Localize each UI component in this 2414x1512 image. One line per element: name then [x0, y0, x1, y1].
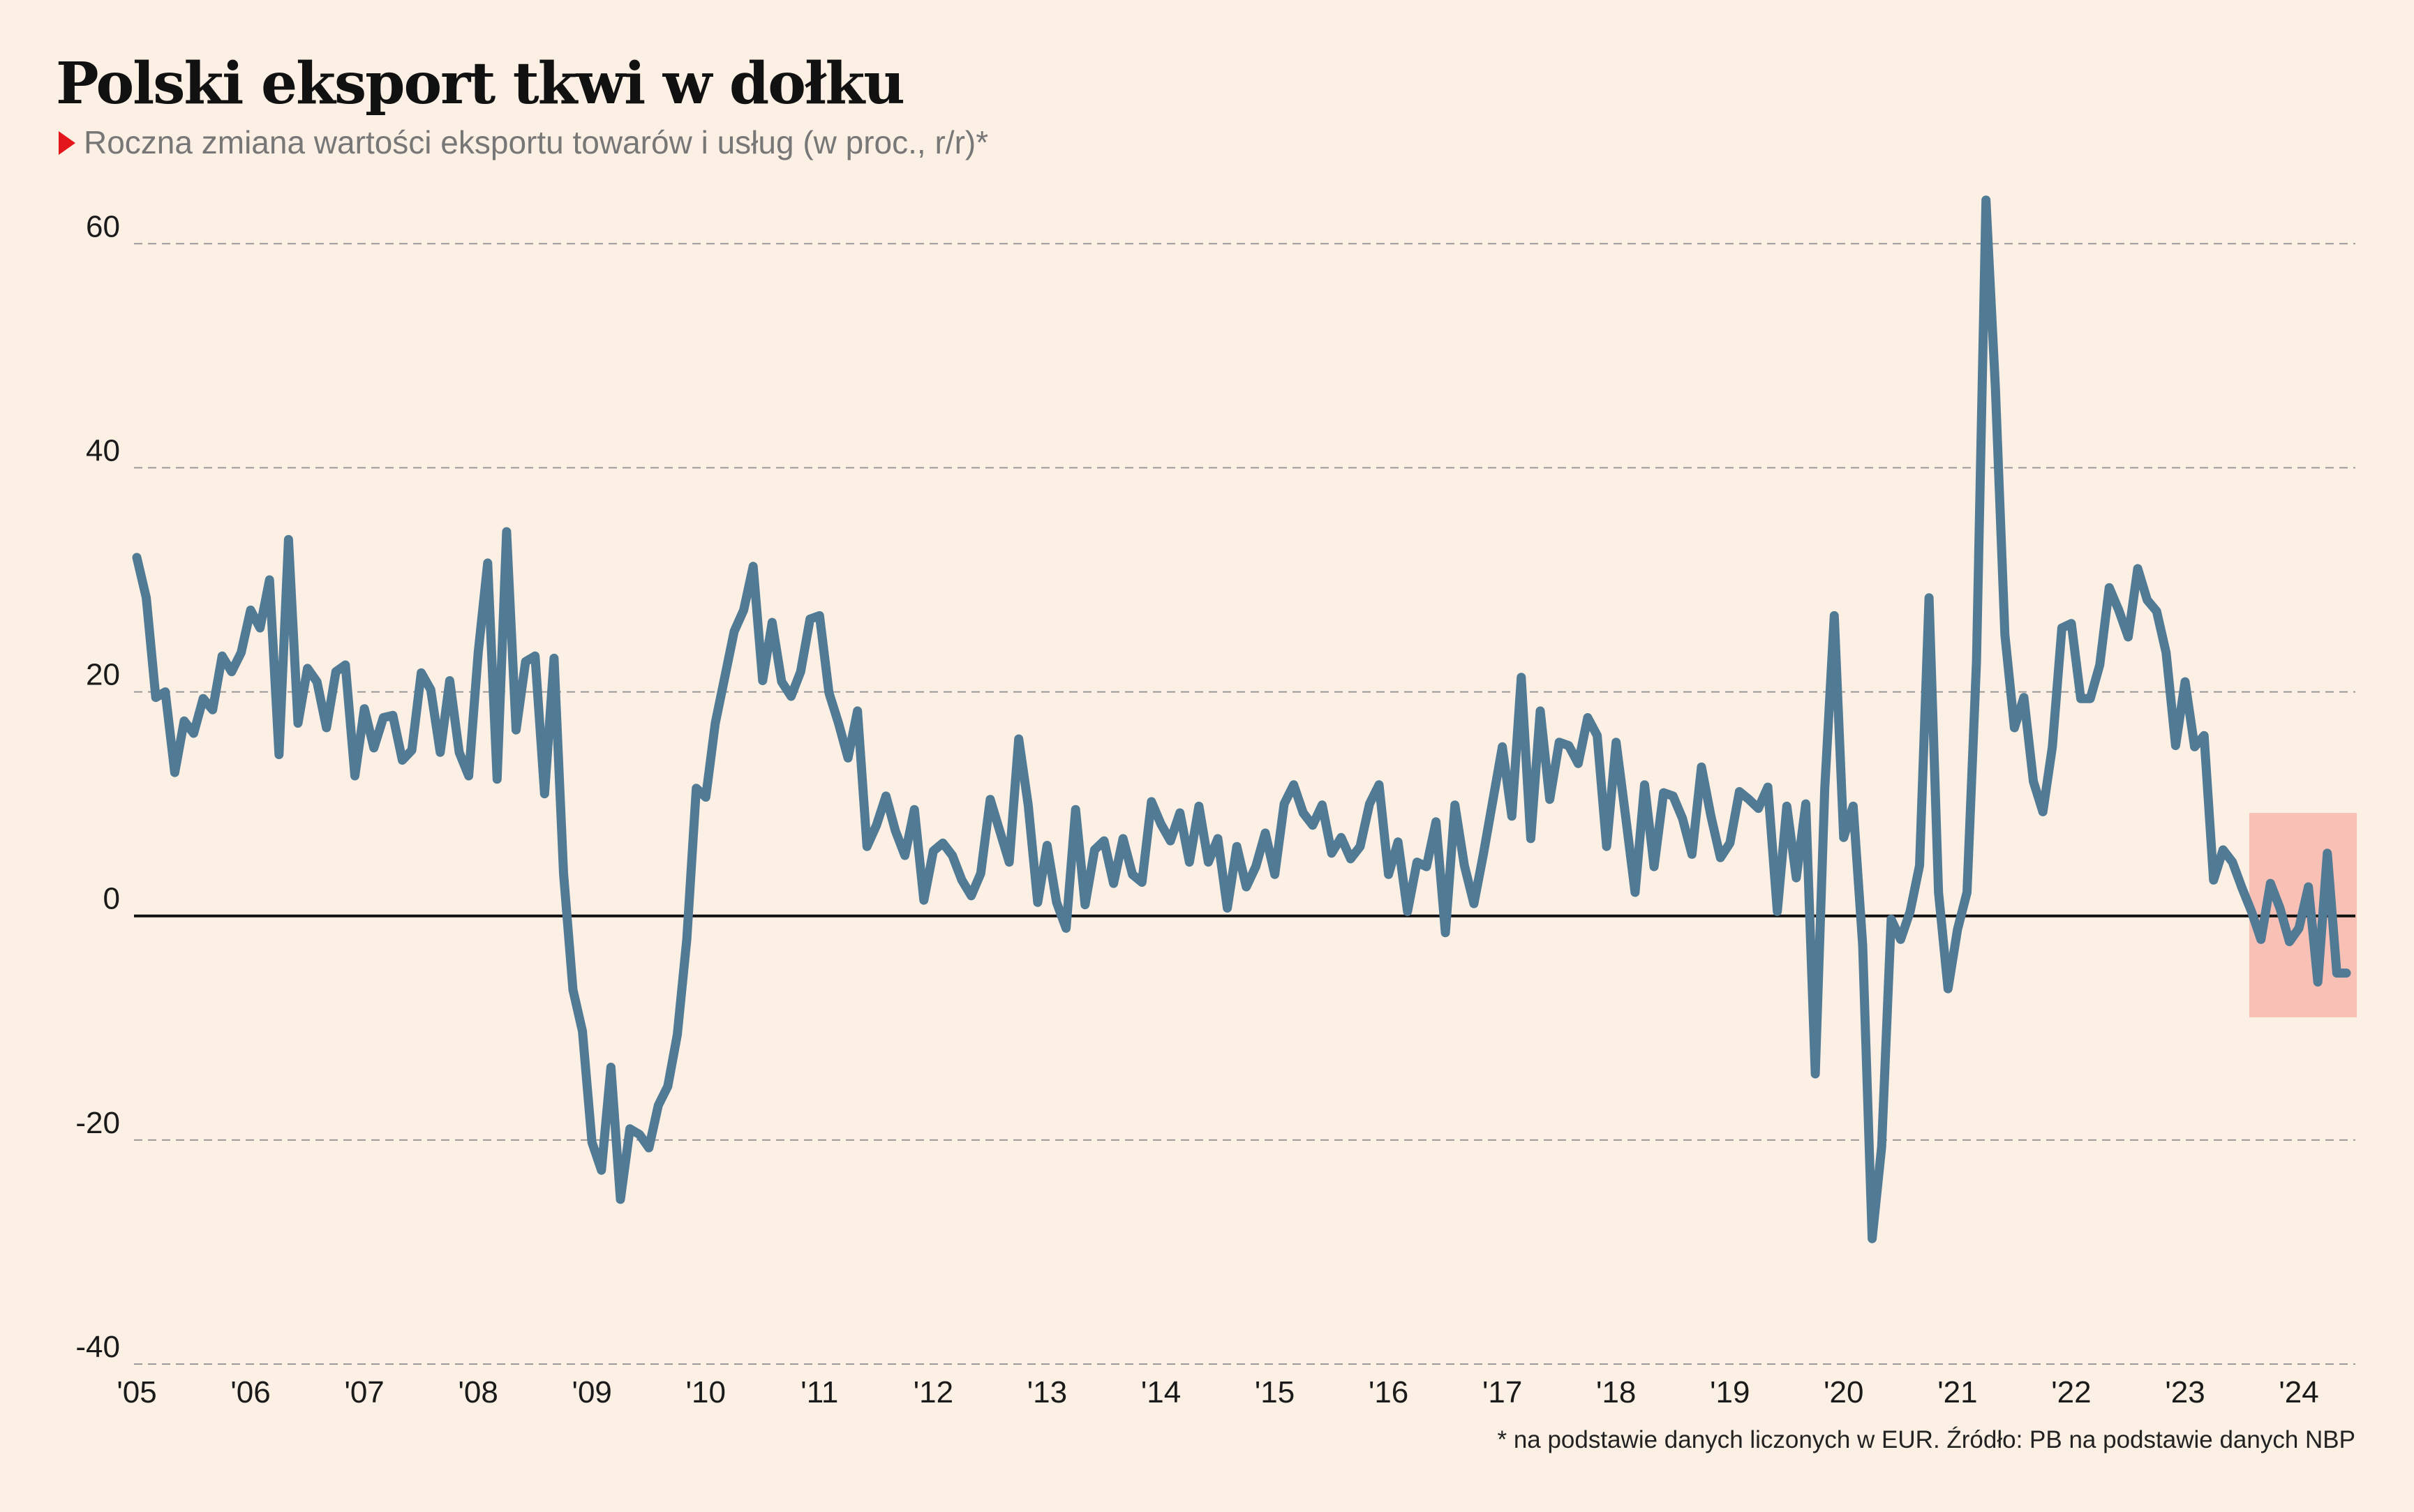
x-tick-label: '21 [1937, 1375, 1977, 1409]
x-tick-label: '23 [2165, 1375, 2205, 1409]
y-tick-label: -40 [75, 1330, 120, 1364]
x-tick-label: '19 [1710, 1375, 1750, 1409]
x-tick-label: '09 [572, 1375, 612, 1409]
x-tick-label: '20 [1824, 1375, 1863, 1409]
x-tick-label: '12 [914, 1375, 953, 1409]
x-tick-label: '24 [2279, 1375, 2318, 1409]
x-tick-label: '18 [1596, 1375, 1636, 1409]
data-line [132, 195, 2351, 1243]
x-tick-label: '08 [458, 1375, 498, 1409]
x-tick-label: '10 [686, 1375, 726, 1409]
y-tick-label: 40 [86, 433, 120, 467]
y-tick-label: 0 [103, 882, 120, 916]
x-tick-label: '14 [1141, 1375, 1181, 1409]
x-tick-label: '05 [117, 1375, 156, 1409]
footnote: * na podstawie danych liczonych w EUR. Ź… [1497, 1426, 2355, 1453]
y-tick-label: -20 [75, 1106, 120, 1140]
x-tick-label: '16 [1369, 1375, 1408, 1409]
subtitle-marker [59, 131, 75, 155]
x-tick-label: '13 [1027, 1375, 1067, 1409]
x-tick-label: '15 [1255, 1375, 1295, 1409]
chart-subtitle: Roczna zmiana wartości eksportu towarów … [84, 124, 988, 160]
x-tick-label: '17 [1482, 1375, 1522, 1409]
y-tick-label: 60 [86, 209, 120, 244]
y-tick-label: 20 [86, 658, 120, 692]
chart-title: Polski eksport tkwi w dołku [56, 50, 904, 117]
x-tick-label: '22 [2051, 1375, 2091, 1409]
x-tick-label: '07 [344, 1375, 384, 1409]
x-tick-label: '06 [230, 1375, 270, 1409]
x-tick-label: '11 [800, 1375, 838, 1409]
